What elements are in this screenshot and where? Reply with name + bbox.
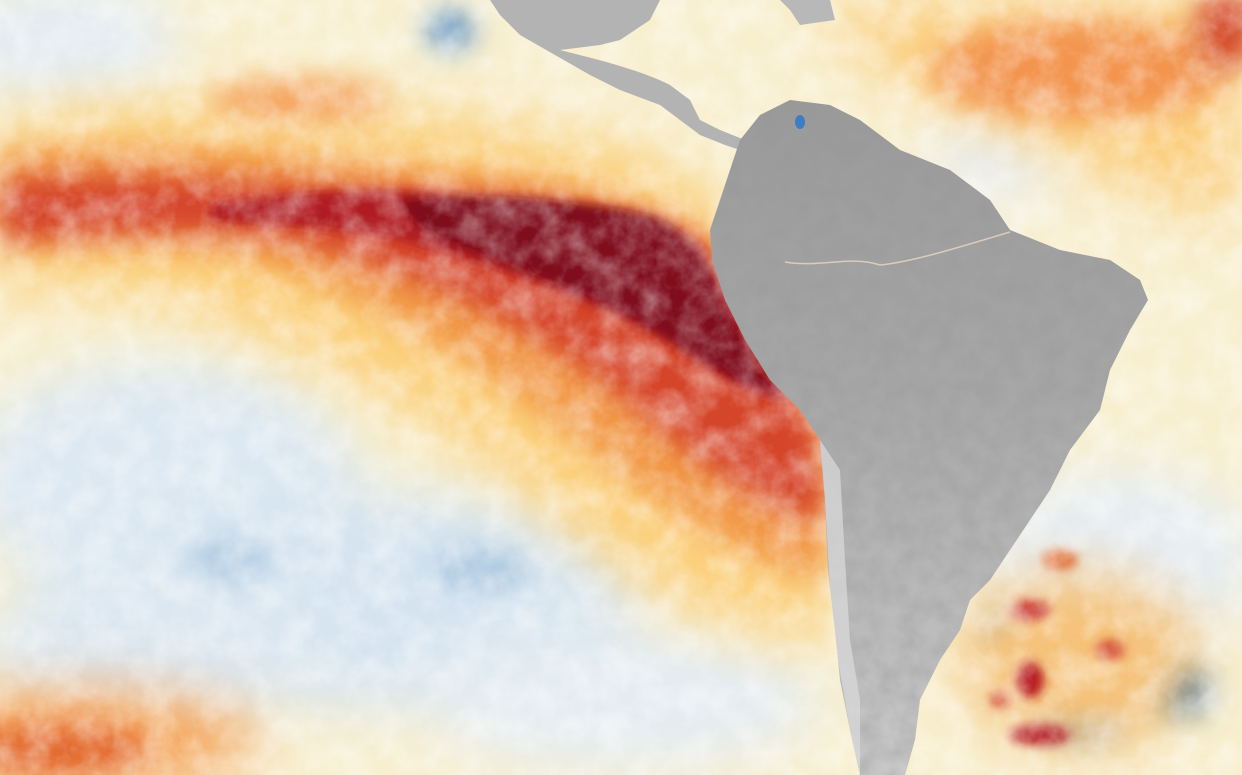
land	[490, 0, 1148, 775]
caribbean-islands	[780, 0, 835, 25]
amazon-river	[784, 231, 1011, 266]
lake-maracaibo	[795, 115, 805, 129]
central-america	[490, 0, 745, 150]
andes-highlands	[820, 440, 860, 775]
terrain-texture	[710, 100, 1148, 775]
